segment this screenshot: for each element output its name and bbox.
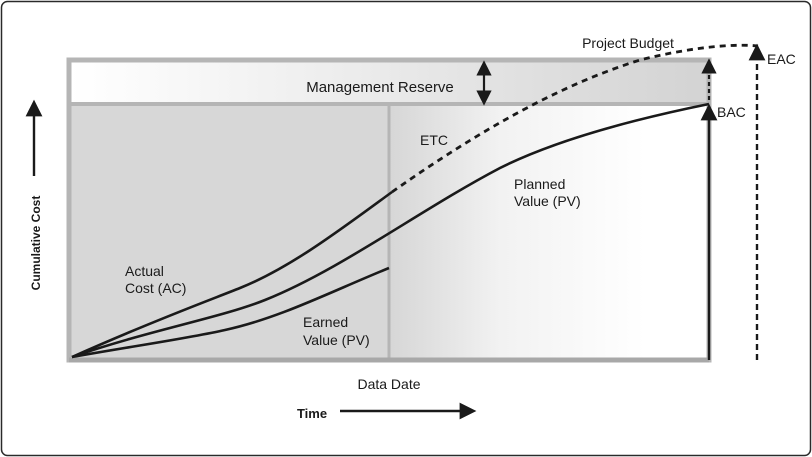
actual-cost-label-line2: Cost (AC) xyxy=(125,280,186,296)
earned-value-label-line1: Earned xyxy=(303,314,348,330)
actual-cost-curve xyxy=(71,190,393,359)
etc-eac-dashed-curve xyxy=(391,43,759,194)
planned-value-label-line2: Value (PV) xyxy=(514,193,581,209)
time-axis-label: Time xyxy=(297,406,327,421)
planned-value-curve xyxy=(71,102,710,359)
earned-value-curve xyxy=(71,266,390,359)
eac-label: EAC xyxy=(767,51,796,67)
planned-value-label-line1: Planned xyxy=(514,176,565,192)
management-reserve-label: Management Reserve xyxy=(306,79,454,96)
etc-label: ETC xyxy=(420,132,448,148)
earned-value-label-line2: Value (PV) xyxy=(303,332,370,348)
management-reserve-band xyxy=(69,60,709,104)
actual-cost-label-line1: Actual xyxy=(125,263,164,279)
data-date-label: Data Date xyxy=(357,376,420,392)
project-budget-label: Project Budget xyxy=(582,35,674,51)
bac-label: BAC xyxy=(717,104,746,120)
cost-axis-label: Cumulative Cost xyxy=(29,196,43,291)
